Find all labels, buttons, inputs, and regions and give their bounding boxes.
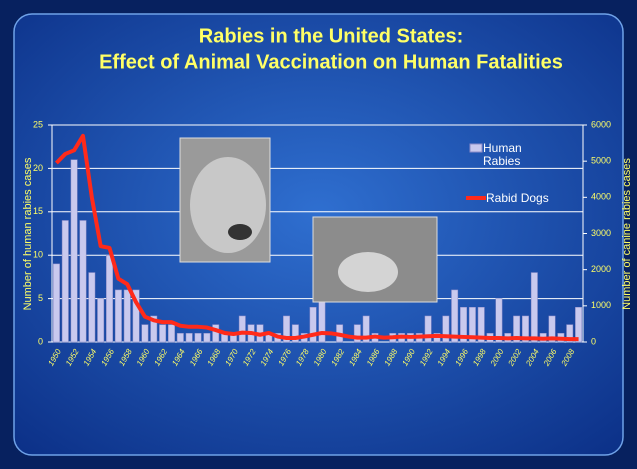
bar — [177, 333, 183, 342]
y2-axis-label: Number of canine rabies cases — [621, 158, 633, 310]
y2-tick-label: 0 — [591, 336, 596, 346]
bar — [239, 316, 245, 342]
bar — [142, 325, 148, 342]
bar — [106, 255, 112, 342]
dog-photo-detail — [190, 157, 266, 253]
y2-tick-label: 3000 — [591, 228, 611, 238]
y-tick-label: 10 — [33, 250, 43, 260]
slide: Rabies in the United States: Effect of A… — [0, 0, 637, 469]
y-axis-label: Number of human rabies cases — [22, 157, 34, 310]
bar — [62, 220, 68, 342]
legend-label: Human Rabies — [483, 142, 553, 168]
bar — [71, 160, 77, 342]
y2-tick-label: 5000 — [591, 156, 611, 166]
dog-photo-detail — [228, 224, 252, 240]
bar — [97, 299, 103, 342]
y-tick-label: 0 — [38, 336, 43, 346]
bar — [115, 290, 121, 342]
y2-tick-label: 2000 — [591, 264, 611, 274]
chart-title: Rabies in the United States: — [199, 25, 464, 47]
bar — [124, 290, 130, 342]
y2-tick-label: 4000 — [591, 192, 611, 202]
chart: Rabies in the United States: Effect of A… — [0, 0, 637, 469]
y-tick-label: 15 — [33, 206, 43, 216]
y2-tick-label: 6000 — [591, 119, 611, 129]
legend-swatch — [470, 144, 482, 152]
bar — [159, 325, 165, 342]
bar — [53, 264, 59, 342]
bar — [80, 220, 86, 342]
patient-photo-detail — [338, 252, 398, 292]
bar — [195, 333, 201, 342]
y2-tick-label: 1000 — [591, 300, 611, 310]
bar — [213, 325, 219, 342]
bar — [496, 299, 502, 342]
bar — [204, 333, 210, 342]
bar — [451, 290, 457, 342]
chart-subtitle: Effect of Animal Vaccination on Human Fa… — [99, 51, 563, 73]
legend-label: Rabid Dogs — [486, 192, 556, 205]
y-tick-label: 20 — [33, 163, 43, 173]
bar — [531, 273, 537, 342]
bar — [168, 325, 174, 342]
bar — [319, 299, 325, 342]
bar — [575, 307, 581, 342]
bar — [186, 333, 192, 342]
y-tick-label: 5 — [38, 293, 43, 303]
y-tick-label: 25 — [33, 119, 43, 129]
bar — [89, 273, 95, 342]
